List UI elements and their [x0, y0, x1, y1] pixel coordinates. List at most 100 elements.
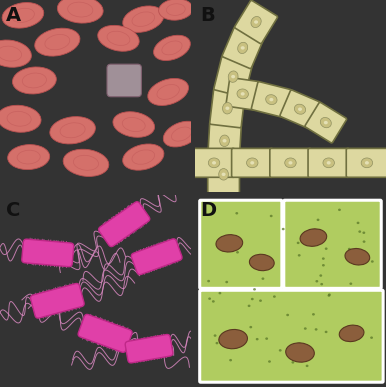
FancyBboxPatch shape [98, 202, 150, 247]
FancyBboxPatch shape [305, 102, 347, 143]
FancyBboxPatch shape [107, 64, 141, 97]
Ellipse shape [22, 73, 46, 88]
Ellipse shape [215, 342, 218, 344]
Ellipse shape [228, 71, 238, 82]
FancyBboxPatch shape [208, 122, 241, 159]
Ellipse shape [325, 247, 328, 250]
Ellipse shape [241, 92, 245, 96]
Ellipse shape [2, 3, 44, 28]
Ellipse shape [249, 326, 252, 328]
FancyBboxPatch shape [131, 239, 182, 275]
Ellipse shape [98, 26, 139, 51]
FancyBboxPatch shape [280, 90, 320, 128]
Ellipse shape [241, 46, 245, 50]
Ellipse shape [291, 361, 294, 364]
Ellipse shape [298, 342, 301, 345]
Ellipse shape [251, 17, 261, 27]
Ellipse shape [298, 108, 302, 111]
Ellipse shape [286, 314, 289, 316]
Text: B: B [201, 6, 215, 25]
Ellipse shape [163, 121, 200, 147]
Ellipse shape [315, 280, 318, 283]
Ellipse shape [12, 67, 56, 94]
Ellipse shape [219, 169, 229, 180]
Ellipse shape [225, 281, 228, 283]
Ellipse shape [317, 219, 320, 221]
Ellipse shape [282, 228, 284, 230]
FancyBboxPatch shape [125, 334, 173, 363]
Ellipse shape [123, 144, 164, 170]
Ellipse shape [348, 248, 351, 250]
Ellipse shape [222, 103, 232, 114]
Ellipse shape [259, 300, 262, 302]
FancyBboxPatch shape [200, 290, 383, 382]
Ellipse shape [107, 31, 130, 45]
Ellipse shape [306, 365, 308, 367]
Ellipse shape [358, 230, 361, 233]
Ellipse shape [361, 158, 372, 168]
Ellipse shape [267, 261, 270, 264]
Ellipse shape [250, 161, 254, 164]
Ellipse shape [122, 118, 145, 132]
Ellipse shape [0, 105, 41, 132]
Ellipse shape [247, 158, 258, 168]
Ellipse shape [68, 2, 93, 17]
Ellipse shape [148, 79, 188, 106]
FancyBboxPatch shape [78, 314, 132, 352]
Ellipse shape [371, 260, 374, 263]
Ellipse shape [285, 158, 296, 168]
Ellipse shape [315, 328, 318, 330]
Ellipse shape [154, 35, 190, 60]
Ellipse shape [208, 298, 211, 300]
Ellipse shape [320, 283, 323, 285]
Ellipse shape [300, 229, 327, 246]
Ellipse shape [323, 158, 334, 168]
Ellipse shape [288, 161, 293, 164]
Ellipse shape [253, 288, 256, 291]
Ellipse shape [322, 264, 325, 267]
Ellipse shape [320, 118, 331, 128]
FancyBboxPatch shape [200, 200, 282, 288]
Ellipse shape [349, 283, 352, 285]
Ellipse shape [357, 222, 359, 224]
Ellipse shape [261, 277, 264, 280]
Ellipse shape [159, 0, 193, 20]
Ellipse shape [0, 40, 31, 67]
FancyBboxPatch shape [270, 148, 311, 177]
Ellipse shape [7, 111, 31, 126]
Ellipse shape [338, 209, 341, 211]
FancyBboxPatch shape [214, 56, 252, 97]
Ellipse shape [254, 20, 258, 24]
Ellipse shape [132, 150, 155, 164]
FancyBboxPatch shape [30, 283, 84, 318]
Ellipse shape [212, 161, 216, 164]
FancyBboxPatch shape [284, 200, 381, 288]
FancyBboxPatch shape [251, 82, 291, 118]
Ellipse shape [265, 337, 268, 340]
Ellipse shape [17, 150, 40, 164]
Ellipse shape [8, 145, 50, 170]
Ellipse shape [63, 149, 109, 176]
Ellipse shape [328, 294, 330, 297]
Ellipse shape [50, 116, 95, 144]
Ellipse shape [162, 41, 182, 55]
FancyBboxPatch shape [232, 148, 273, 177]
Ellipse shape [249, 254, 274, 271]
Ellipse shape [219, 329, 247, 349]
Ellipse shape [279, 349, 282, 352]
Ellipse shape [166, 4, 185, 15]
Ellipse shape [231, 75, 235, 78]
Ellipse shape [295, 104, 306, 114]
Ellipse shape [256, 338, 259, 341]
Ellipse shape [225, 341, 227, 343]
Ellipse shape [60, 123, 85, 138]
Ellipse shape [328, 293, 331, 296]
Text: C: C [6, 201, 20, 220]
Ellipse shape [235, 212, 238, 214]
Ellipse shape [222, 173, 225, 176]
Ellipse shape [325, 330, 328, 333]
Ellipse shape [268, 360, 271, 363]
Ellipse shape [225, 106, 229, 110]
Ellipse shape [370, 336, 373, 339]
FancyBboxPatch shape [210, 89, 245, 128]
